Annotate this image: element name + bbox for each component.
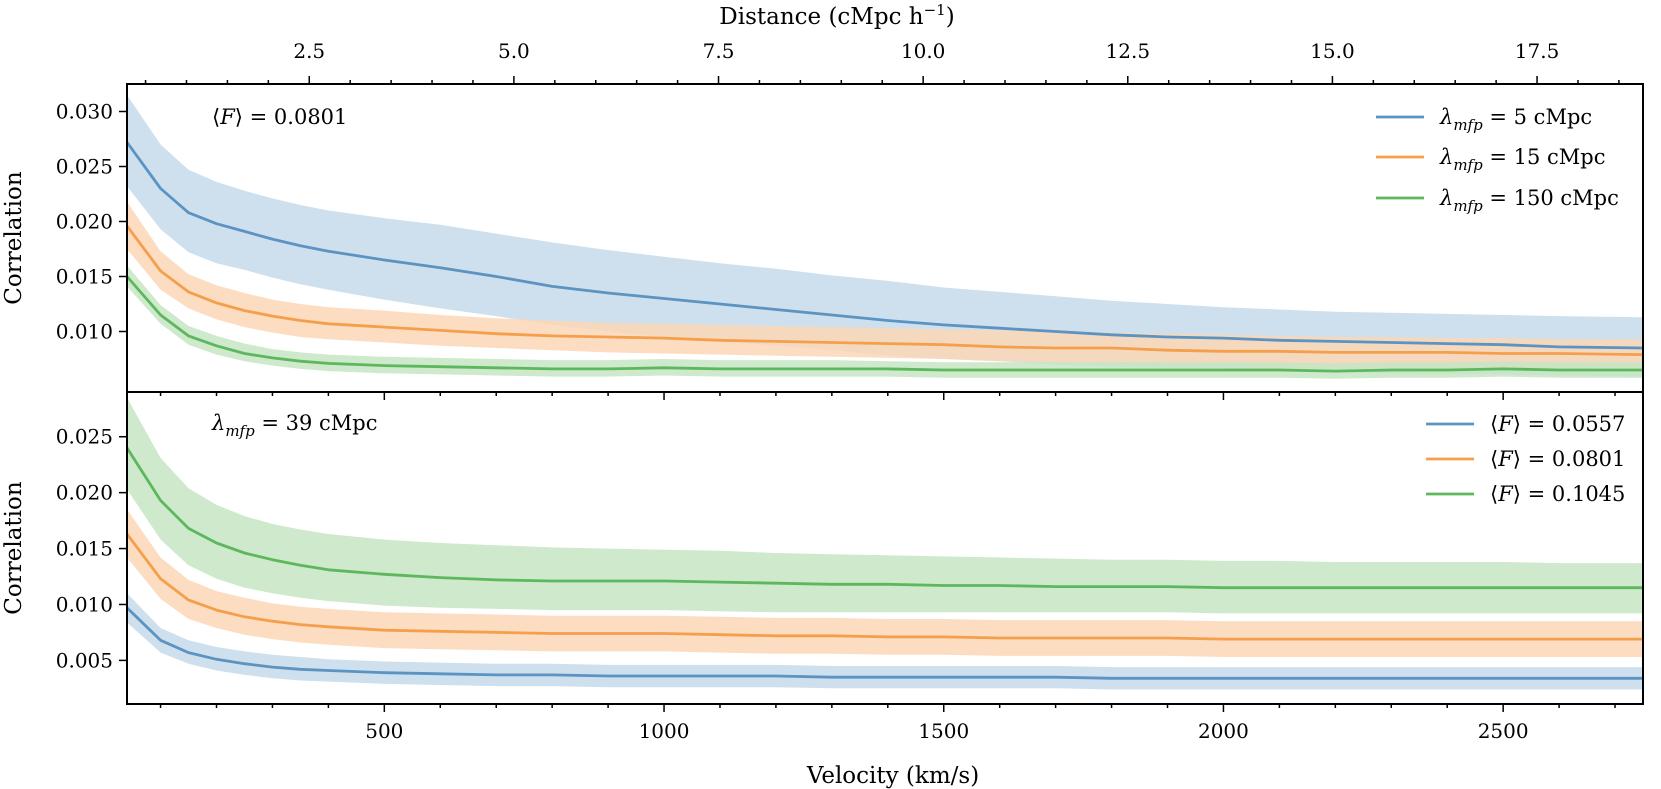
bottom-band-0 <box>127 593 1643 690</box>
top-band-1 <box>127 201 1643 370</box>
bottom-y-ticks: 0.005 0.010 0.015 0.020 0.025 <box>56 425 127 672</box>
top-y-tick-label: 0.030 <box>56 100 113 124</box>
legend-label-f-0557: ⟨F⟩ = 0.0557 <box>1490 412 1625 436</box>
secondary-x-tick-label: 17.5 <box>1515 39 1560 63</box>
x-tick-label: 1500 <box>918 719 969 743</box>
top-series-line-1 <box>127 225 1643 356</box>
x-axis-label: Velocity (km/s) <box>806 763 979 789</box>
bottom-y-tick-label: 0.005 <box>56 648 113 672</box>
bottom-legend: ⟨F⟩ = 0.0557 ⟨F⟩ = 0.0801 ⟨F⟩ = 0.1045 <box>1426 412 1625 506</box>
secondary-x-tick-label: 15.0 <box>1310 39 1355 63</box>
bottom-plot-frame <box>126 391 1644 705</box>
secondary-x-tick-label: 10.0 <box>901 39 946 63</box>
legend-item: ⟨F⟩ = 0.0557 <box>1426 412 1625 436</box>
bottom-y-axis-label: Correlation <box>1 481 27 615</box>
legend-item: λmfp = 15 cMpc <box>1376 145 1606 174</box>
legend-label-lambda-5: λmfp = 5 cMpc <box>1439 105 1592 134</box>
bottom-series-lines <box>127 447 1643 680</box>
bottom-panel: 0.005 0.010 0.015 0.020 0.025 500 1000 1500 200… <box>1 391 1644 789</box>
legend-label-lambda-150: λmfp = 150 cMpc <box>1439 186 1619 215</box>
legend-label-lambda-15: λmfp = 15 cMpc <box>1439 145 1606 174</box>
bottom-band-2 <box>127 397 1643 614</box>
bottom-series-line-0 <box>127 606 1643 680</box>
top-annotation: ⟨F⟩ = 0.0801 <box>212 105 347 129</box>
x-tick-label: 500 <box>365 719 403 743</box>
bottom-series-line-2 <box>127 447 1643 590</box>
bottom-band-1 <box>127 509 1643 657</box>
top-y-tick-label: 0.015 <box>56 265 113 289</box>
secondary-x-tick-label: 5.0 <box>498 39 530 63</box>
legend-label-f-0801: ⟨F⟩ = 0.0801 <box>1490 447 1625 471</box>
legend-item: ⟨F⟩ = 0.0801 <box>1426 447 1625 471</box>
bottom-y-tick-label: 0.010 <box>56 592 113 616</box>
secondary-x-tick-label: 2.5 <box>293 39 325 63</box>
secondary-x-tick-label: 12.5 <box>1106 39 1151 63</box>
top-series-line-2 <box>127 275 1643 373</box>
legend-item: λmfp = 5 cMpc <box>1376 105 1592 134</box>
top-band-2 <box>127 265 1643 379</box>
top-y-tick-label: 0.020 <box>56 210 113 234</box>
top-y-axis-label: Correlation <box>1 171 27 305</box>
x-tick-label: 2500 <box>1478 719 1529 743</box>
top-legend: λmfp = 5 cMpc λmfp = 15 cMpc λmfp = 150 … <box>1376 105 1619 215</box>
bottom-confidence-bands <box>127 397 1643 690</box>
top-y-tick-label: 0.010 <box>56 320 113 344</box>
secondary-x-ticks: 2.5 5.0 7.5 10.0 12.5 15.0 17.5 <box>144 39 1620 84</box>
legend-item: λmfp = 150 cMpc <box>1376 186 1619 215</box>
top-panel: 0.010 0.015 0.020 0.025 0.030 2.5 5.0 7.5 10.0 1… <box>1 1 1644 400</box>
bottom-series-line-1 <box>127 533 1643 641</box>
legend-item: ⟨F⟩ = 0.1045 <box>1426 482 1625 506</box>
bottom-y-tick-label: 0.025 <box>56 425 113 449</box>
bottom-y-tick-label: 0.020 <box>56 481 113 505</box>
legend-label-f-1045: ⟨F⟩ = 0.1045 <box>1490 482 1625 506</box>
top-series-lines <box>127 141 1643 373</box>
x-tick-label: 2000 <box>1198 719 1249 743</box>
secondary-x-tick-label: 7.5 <box>703 39 735 63</box>
top-series-line-0 <box>127 141 1643 350</box>
bottom-x-ticks: 500 1000 1500 2000 2500 <box>159 704 1616 743</box>
top-y-tick-label: 0.025 <box>56 155 113 179</box>
bottom-y-tick-label: 0.015 <box>56 537 113 561</box>
secondary-x-axis-label: Distance (cMpc h−1) <box>719 1 954 30</box>
top-confidence-bands <box>127 95 1643 379</box>
x-tick-label: 1000 <box>639 719 690 743</box>
top-y-ticks: 0.010 0.015 0.020 0.025 0.030 <box>56 100 127 344</box>
bottom-annotation: λmfp = 39 cMpc <box>211 411 378 440</box>
top-band-0 <box>127 95 1643 377</box>
